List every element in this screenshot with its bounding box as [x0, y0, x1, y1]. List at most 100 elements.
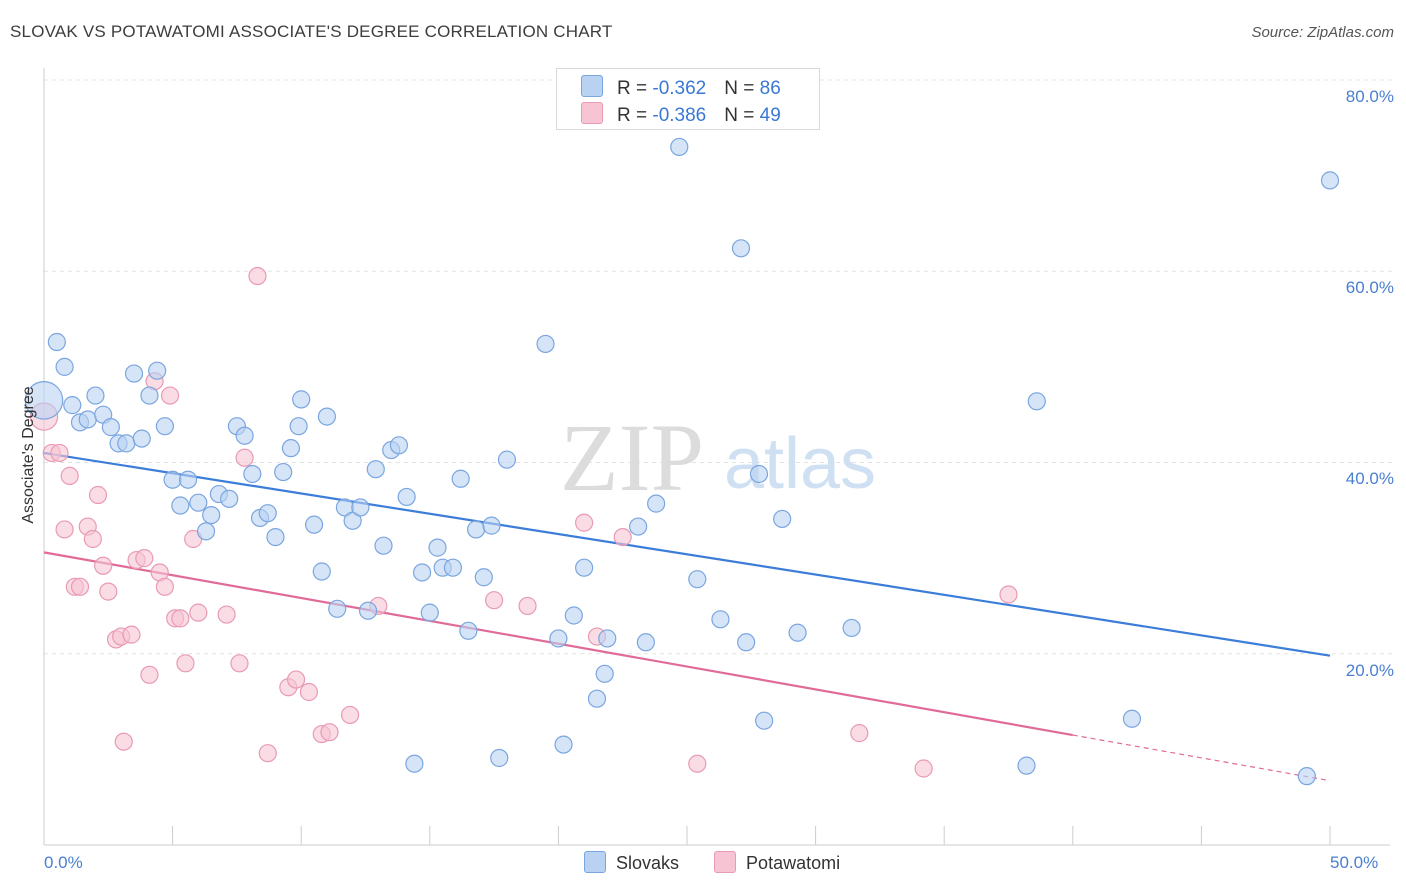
potawatomi-swatch — [714, 851, 737, 873]
slovaks-point — [749, 464, 769, 484]
n-label: N = — [724, 78, 760, 99]
slovaks-point — [132, 429, 151, 448]
slovaks-point — [101, 418, 120, 437]
r-label: R = — [617, 78, 653, 99]
slovaks-point — [670, 137, 689, 157]
potawatomi-point — [114, 732, 133, 751]
y-tick-label: 20.0% — [1345, 661, 1394, 680]
slovaks-point — [243, 464, 262, 484]
potawatomi-point — [60, 466, 79, 485]
slovaks-point — [647, 494, 666, 513]
grid-lines — [44, 79, 1394, 655]
slovaks-point — [289, 417, 308, 436]
slovaks-point — [1122, 709, 1142, 728]
slovaks-point — [564, 606, 583, 625]
slovaks-point — [171, 496, 190, 515]
series-legend: Slovaks Potawatomi — [584, 851, 870, 874]
potawatomi-point — [160, 386, 180, 405]
slovaks-point — [629, 517, 648, 536]
slovaks-point — [554, 735, 573, 754]
slovaks-point — [711, 610, 730, 629]
potawatomi-point — [613, 527, 632, 547]
y-tick-label: 80.0% — [1345, 87, 1394, 106]
slovaks-point — [78, 410, 97, 429]
slovaks-point — [405, 754, 424, 773]
watermark: ZIP atlas — [560, 404, 876, 511]
potawatomi-point — [340, 705, 360, 725]
slovaks-point — [281, 439, 301, 458]
slovaks-point — [412, 563, 432, 582]
slovaks-swatch — [584, 851, 606, 873]
slovaks-point — [842, 618, 861, 638]
slovaks-point — [202, 505, 221, 525]
legend-row-slovaks: R = -0.362 N = 86 — [581, 75, 781, 99]
slovaks-point — [788, 623, 807, 642]
potawatomi-point — [99, 582, 118, 601]
potawatomi-point — [286, 670, 306, 689]
correlation-legend: R = -0.362 N = 86 R = -0.386 N = 49 — [556, 68, 820, 130]
potawatomi-point — [122, 625, 141, 644]
potawatomi-point — [914, 759, 933, 778]
slovaks-point — [731, 239, 751, 258]
slovaks-point — [86, 386, 105, 405]
potawatomi-point — [70, 577, 90, 596]
y-axis-label: Associate's Degree — [20, 386, 37, 524]
n-value: 49 — [759, 105, 781, 126]
slovaks-point — [351, 498, 370, 517]
r-value: -0.386 — [652, 105, 707, 126]
slovaks-swatch — [581, 75, 603, 97]
potawatomi-point — [176, 654, 195, 673]
slovaks-point — [755, 711, 774, 730]
potawatomi-point — [575, 513, 594, 532]
r-value: -0.362 — [652, 78, 707, 99]
slovaks-point — [1320, 171, 1340, 190]
slovaks-point — [117, 434, 136, 453]
legend-label: Potawatomi — [746, 853, 841, 873]
slovaks-point — [358, 601, 378, 620]
slovaks-point — [490, 748, 509, 768]
slovaks-point — [595, 664, 614, 683]
potawatomi-point — [171, 609, 190, 628]
slovaks-point — [140, 386, 159, 405]
slovaks-point — [343, 511, 362, 530]
n-value: 86 — [759, 78, 781, 99]
slovaks-trend-line — [43, 451, 1331, 657]
r-label: R = — [617, 105, 653, 126]
potawatomi-point — [320, 723, 339, 742]
slovaks-point — [55, 357, 74, 376]
slovaks-point — [459, 621, 478, 640]
slovaks-point — [196, 522, 216, 541]
x-tick-label: 0.0% — [44, 853, 83, 872]
slovaks-point — [24, 381, 64, 420]
slovaks-point — [178, 470, 198, 489]
potawatomi-point — [230, 654, 249, 673]
potawatomi-point — [248, 266, 267, 286]
slovaks-point — [374, 536, 393, 555]
potawatomi-swatch — [581, 102, 603, 124]
slovaks-point — [235, 426, 254, 445]
slovaks-point — [587, 689, 607, 708]
slovaks-point — [598, 629, 617, 648]
potawatomi-point — [88, 485, 108, 505]
slovaks-point — [389, 436, 409, 455]
potawatomi-point — [217, 605, 236, 624]
slovaks-point — [274, 462, 293, 482]
slovaks-point — [266, 527, 285, 547]
slovaks-point — [124, 364, 144, 383]
source-label: Source: ZipAtlas.com — [1251, 24, 1394, 41]
legend-item-potawatomi: Potawatomi — [714, 851, 840, 874]
n-label: N = — [724, 105, 760, 126]
slovaks-point — [63, 396, 82, 415]
slovaks-point — [47, 332, 66, 352]
slovaks-point — [1027, 392, 1046, 411]
slovaks-point — [636, 633, 655, 652]
potawatomi-point — [850, 724, 869, 743]
legend-item-slovaks: Slovaks — [584, 851, 679, 874]
potawatomi-point — [83, 529, 102, 549]
watermark-atlas: atlas — [724, 424, 876, 504]
slovaks-point — [451, 469, 470, 488]
potawatomi-point — [155, 577, 174, 596]
y-tick-label: 40.0% — [1345, 469, 1394, 488]
potawatomi-point — [55, 520, 74, 539]
slovaks-point — [466, 520, 486, 539]
